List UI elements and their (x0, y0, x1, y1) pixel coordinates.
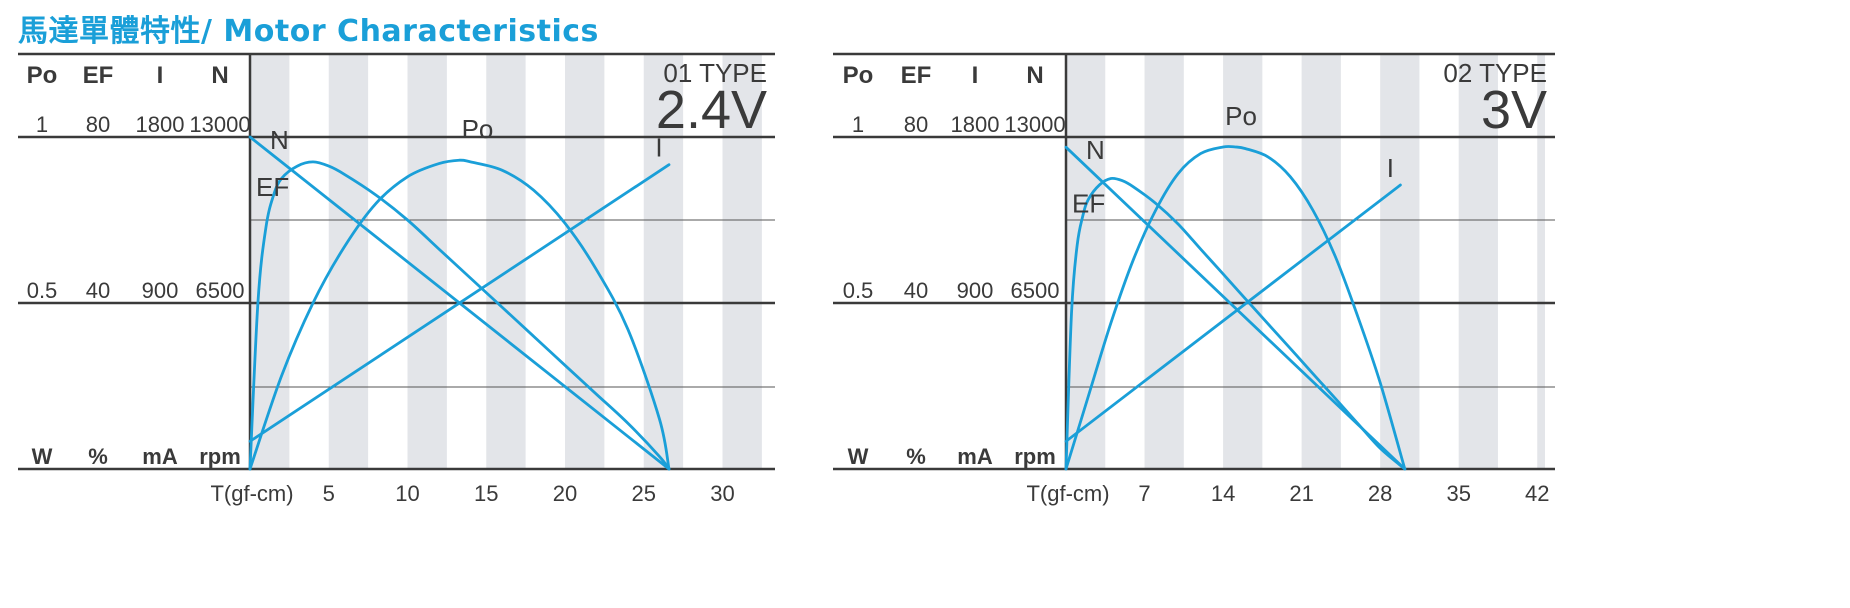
scale-mid-value: 40 (904, 278, 928, 303)
scale-mid-value: 6500 (196, 278, 245, 303)
series-i-line (248, 163, 671, 443)
grid-stripe (1301, 54, 1341, 469)
chart-02-type: Po 1 0.5 W EF 80 40% I 1800 900 mA N 13000 6500 rpm 02 … (833, 52, 1555, 506)
curve-label-po: Po (462, 114, 494, 144)
x-tick-label: 28 (1368, 481, 1392, 506)
curve-label-i: I (655, 133, 662, 163)
grid-stripe (407, 54, 447, 469)
series-po-line (1064, 145, 1407, 471)
scale-top-value: 1 (852, 112, 864, 137)
column-header: Po (27, 62, 58, 89)
grid-stripe (1223, 54, 1263, 469)
x-tick-label: 15 (474, 481, 498, 506)
series-po-line (248, 158, 671, 471)
scale-top-value: 80 (904, 112, 928, 137)
curve-label-ef: EF (256, 172, 289, 202)
column-header: I (157, 62, 164, 89)
grid-stripe (1066, 54, 1106, 469)
scale-mid-value: 900 (957, 278, 994, 303)
unit-label: W (32, 444, 53, 469)
unit-label: mA (142, 444, 178, 469)
series-i-line (1064, 183, 1402, 443)
curve-label-n: N (1086, 135, 1105, 165)
x-tick-label: 10 (395, 481, 419, 506)
grid-stripe (486, 54, 526, 469)
column-header: I (972, 62, 979, 89)
x-tick-label: 42 (1525, 481, 1549, 506)
column-header: EF (901, 62, 932, 89)
scale-mid-value: 0.5 (27, 278, 58, 303)
x-tick-label: 20 (553, 481, 577, 506)
type-label: 02 TYPE (1443, 58, 1547, 88)
curve-label-po: Po (1225, 101, 1257, 131)
unit-label: W (848, 444, 869, 469)
scale-mid-value: 0.5 (843, 278, 874, 303)
series-ef-line (1064, 176, 1407, 471)
grid-stripe (1458, 54, 1498, 469)
x-axis-label: T(gf-cm) (210, 481, 293, 506)
voltage-label: 2.4V (656, 80, 767, 140)
unit-label: mA (957, 444, 993, 469)
curve-label-n: N (270, 125, 289, 155)
scale-mid-value: 40 (86, 278, 110, 303)
curve-label-i: I (1387, 153, 1394, 183)
x-tick-label: 7 (1138, 481, 1150, 506)
grid-stripe (643, 54, 684, 469)
x-tick-label: 14 (1211, 481, 1235, 506)
x-tick-label: 25 (632, 481, 656, 506)
grid-stripe (565, 54, 605, 469)
x-axis-label: T(gf-cm) (1026, 481, 1109, 506)
unit-label: % (906, 444, 926, 469)
series-ef-line (248, 160, 671, 471)
chart-01-type: Po 1 0.5 W EF 80 40% I 1800 900 mA N 13000 6500 rpm 01 … (18, 52, 775, 506)
scale-mid-value: 900 (142, 278, 179, 303)
scale-top-value: 80 (86, 112, 110, 137)
series-n-line (1064, 145, 1407, 471)
scale-top-value: 1 (36, 112, 48, 137)
scale-top-value: 13000 (1004, 112, 1065, 137)
grid-stripe (250, 54, 290, 469)
scale-top-value: 1800 (951, 112, 1000, 137)
scale-mid-value: 6500 (1011, 278, 1060, 303)
x-tick-label: 30 (710, 481, 734, 506)
x-tick-label: 21 (1289, 481, 1313, 506)
type-label: 01 TYPE (663, 58, 767, 88)
scale-top-value: 13000 (189, 112, 250, 137)
column-header: Po (843, 62, 874, 89)
x-tick-label: 5 (323, 481, 335, 506)
unit-label: % (88, 444, 108, 469)
column-header: EF (83, 62, 114, 89)
grid-stripe (1144, 54, 1184, 469)
grid-stripe (1537, 54, 1545, 469)
column-header: N (1026, 62, 1043, 89)
page-title: 馬達單體特性/ Motor Characteristics (18, 14, 599, 49)
grid-stripe (722, 54, 762, 469)
curve-label-ef: EF (1072, 189, 1105, 219)
scale-top-value: 1800 (136, 112, 185, 137)
unit-label: rpm (1014, 444, 1056, 469)
column-header: N (211, 62, 228, 89)
unit-label: rpm (199, 444, 241, 469)
voltage-label: 3V (1481, 80, 1547, 140)
x-tick-label: 35 (1446, 481, 1470, 506)
